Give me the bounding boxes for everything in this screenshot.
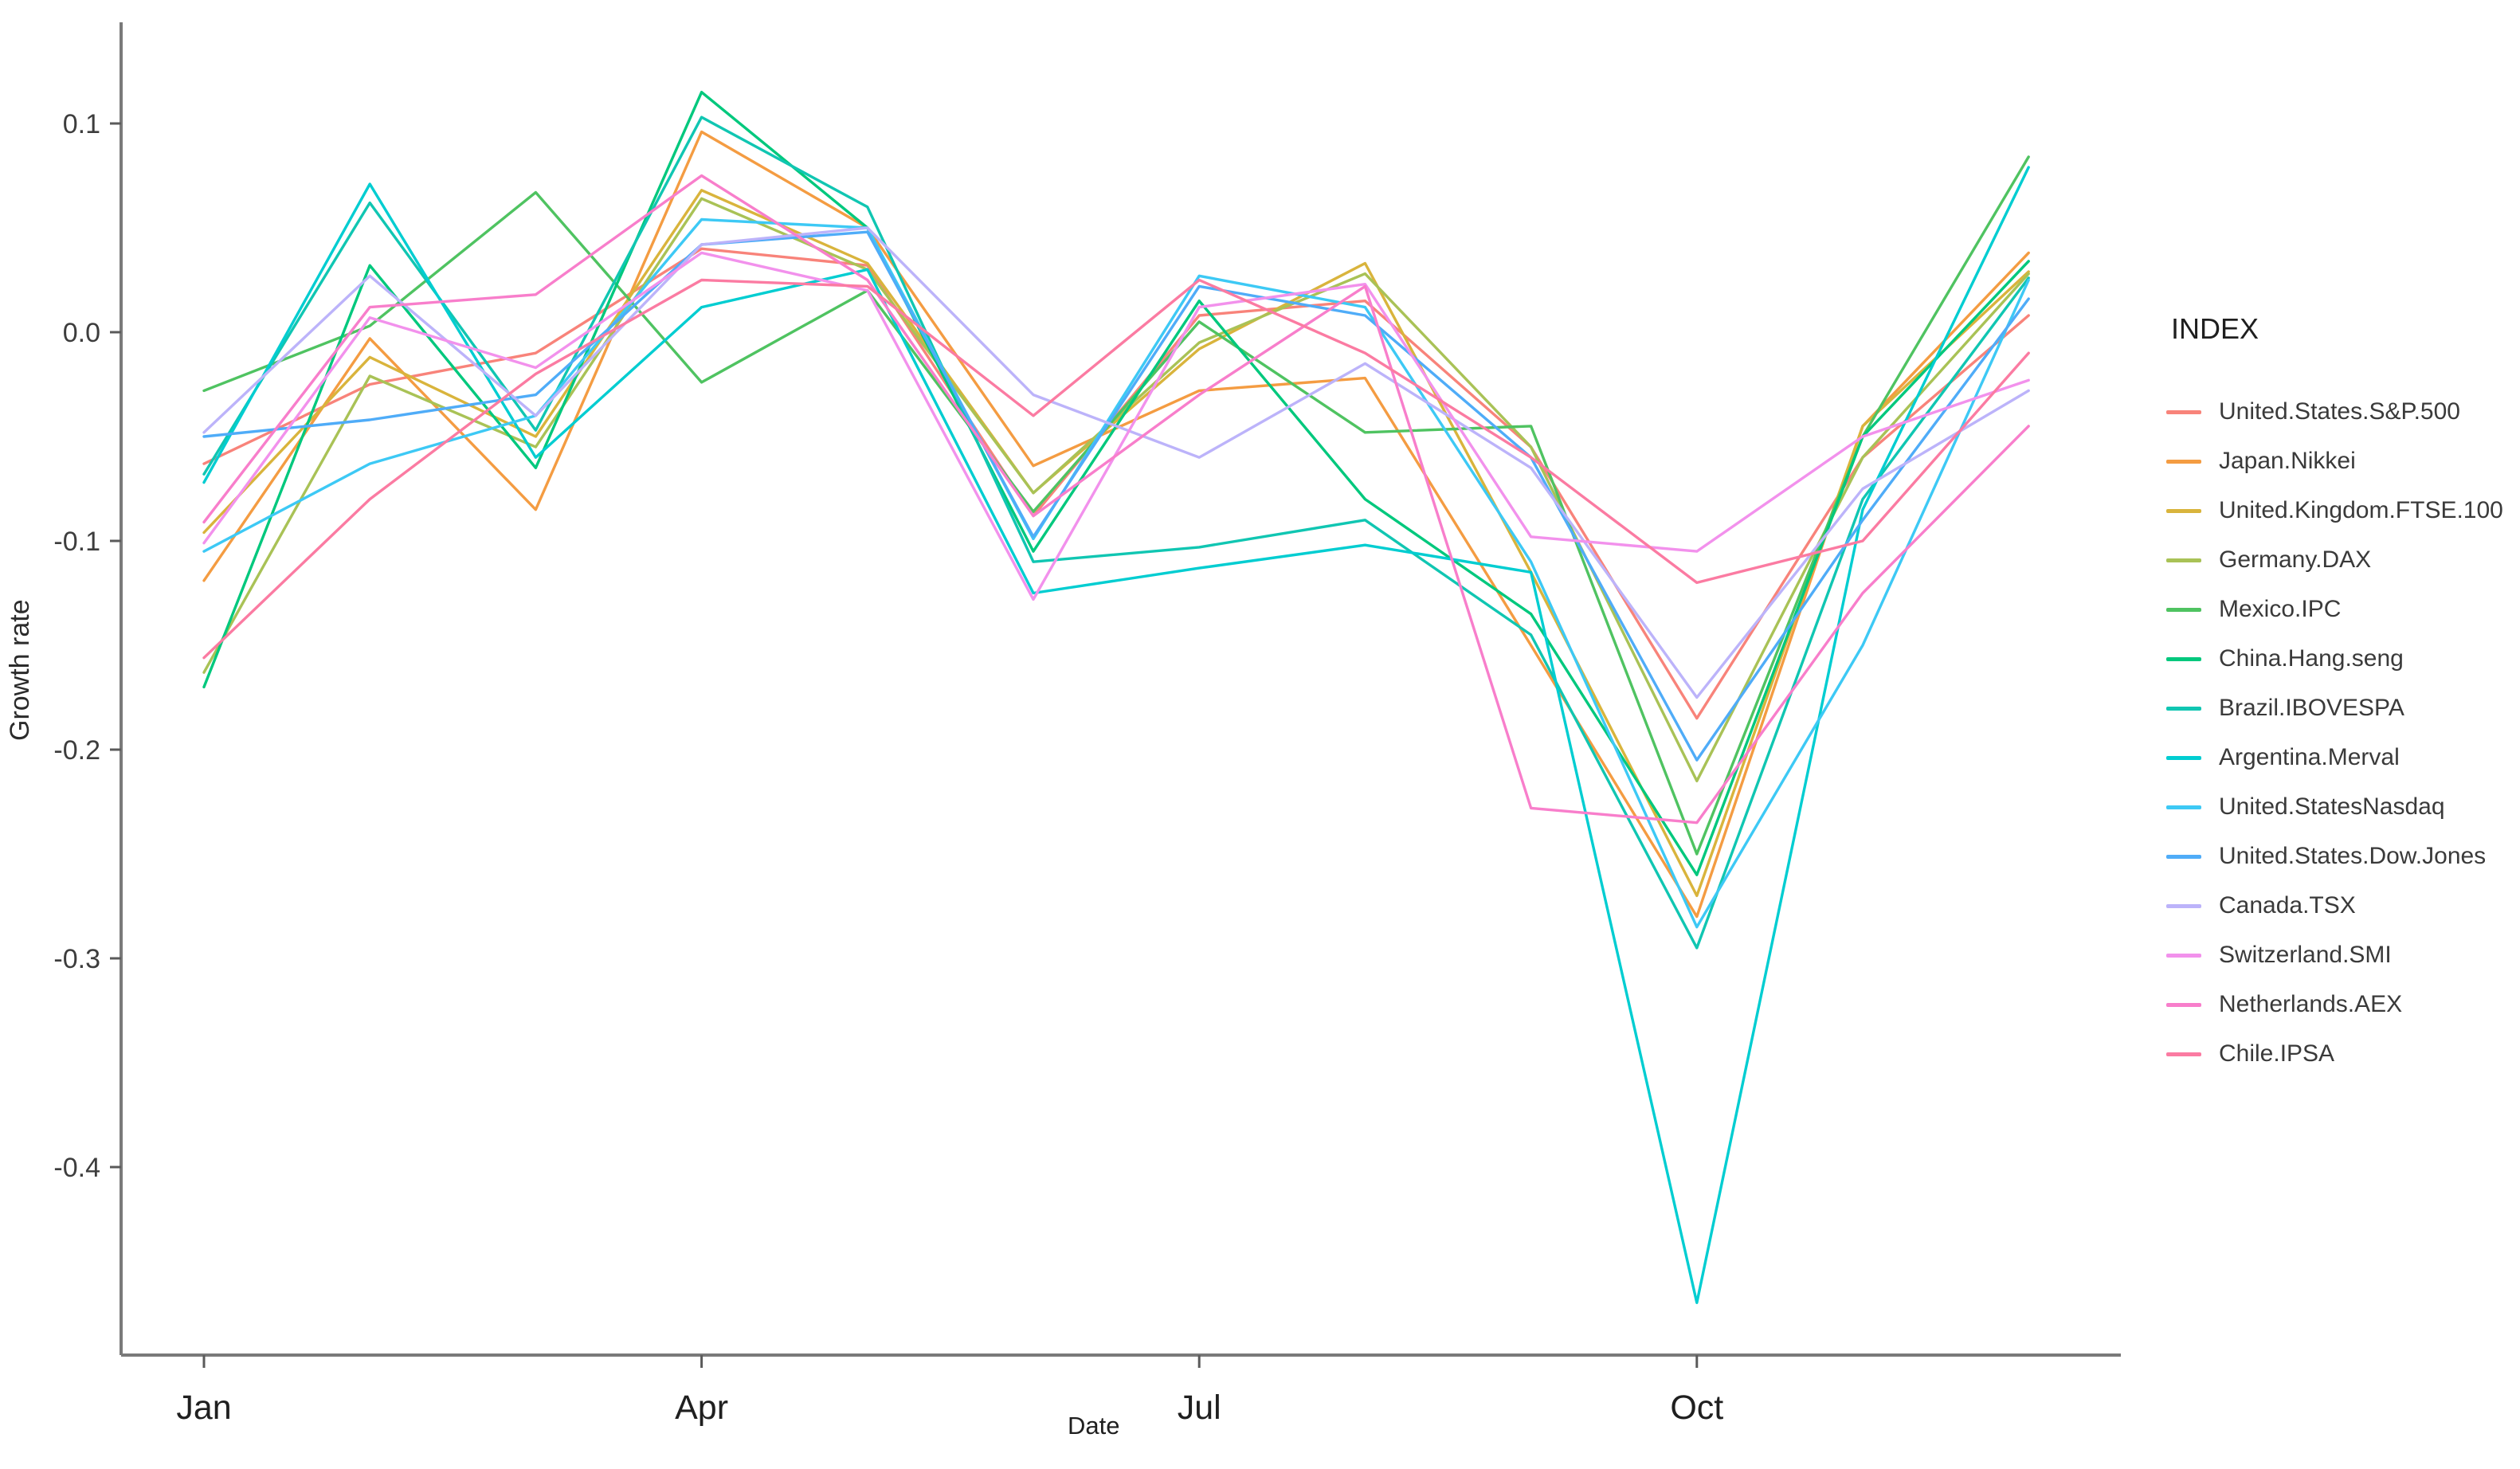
legend-swatch-icon xyxy=(2166,558,2201,562)
legend-swatch-icon xyxy=(2166,755,2201,760)
legend-title: INDEX xyxy=(2171,312,2259,345)
legend-item: United.StatesNasdaq xyxy=(2166,782,2517,832)
series-line xyxy=(202,166,2030,1305)
legend-swatch-icon xyxy=(2166,656,2201,661)
legend-item: Argentina.Merval xyxy=(2166,733,2517,782)
legend-item: Brazil.IBOVESPA xyxy=(2166,684,2517,733)
legend-item: United.Kingdom.FTSE.100 xyxy=(2166,486,2517,535)
legend-items: United.States.S&P.500 Japan.Nikkei United.… xyxy=(2166,387,2517,1079)
legend-item: Mexico.IPC xyxy=(2166,585,2517,634)
series-line xyxy=(202,197,2030,782)
y-tick-label: 0.1 xyxy=(63,109,100,139)
legend-item: United.States.Dow.Jones xyxy=(2166,832,2517,881)
series-line xyxy=(202,90,2030,876)
series-line xyxy=(202,278,2030,660)
y-tick-label: -0.4 xyxy=(53,1153,100,1183)
series-line xyxy=(202,226,2030,699)
y-tick-label: -0.3 xyxy=(53,944,100,974)
series-line xyxy=(202,247,2030,720)
legend-swatch-icon xyxy=(2166,1052,2201,1056)
y-tick-label: 0.0 xyxy=(63,318,100,348)
legend-swatch-icon xyxy=(2166,508,2201,513)
series-lines xyxy=(202,90,2030,1305)
series-line xyxy=(202,251,2030,601)
axes xyxy=(110,22,2121,1368)
legend-item: United.States.S&P.500 xyxy=(2166,387,2517,437)
series-line xyxy=(202,130,2030,919)
tick-labels: 0.1 0.0 -0.1 -0.2 -0.3 -0.4 Jan Apr Jul Oct xyxy=(53,109,1723,1427)
series-line xyxy=(202,116,2030,950)
legend-swatch-icon xyxy=(2166,607,2201,612)
legend-item: Japan.Nikkei xyxy=(2166,437,2517,486)
legend-item: Chile.IPSA xyxy=(2166,1029,2517,1079)
x-tick-label: Jul xyxy=(1178,1389,1221,1427)
legend: INDEX United.States.S&P.500 Japan.Nikkei U… xyxy=(2166,312,2517,1079)
legend-item: Switzerland.SMI xyxy=(2166,930,2517,980)
legend-swatch-icon xyxy=(2166,903,2201,908)
legend-label: Netherlands.AEX xyxy=(2219,991,2403,1017)
series-line xyxy=(202,155,2030,856)
series-line xyxy=(202,217,2030,929)
legend-item: Netherlands.AEX xyxy=(2166,980,2517,1029)
x-tick-label: Apr xyxy=(675,1389,728,1427)
legend-swatch-icon xyxy=(2166,854,2201,859)
y-tick-label: -0.2 xyxy=(53,735,100,766)
legend-label: Argentina.Merval xyxy=(2219,744,2400,770)
legend-item: China.Hang.seng xyxy=(2166,634,2517,684)
legend-label: United.States.S&P.500 xyxy=(2219,398,2460,425)
legend-item: Canada.TSX xyxy=(2166,881,2517,930)
series-line xyxy=(202,230,2030,762)
legend-label: Mexico.IPC xyxy=(2219,596,2342,622)
legend-swatch-icon xyxy=(2166,1002,2201,1007)
legend-label: United.States.Dow.Jones xyxy=(2219,843,2487,869)
legend-label: Japan.Nikkei xyxy=(2219,448,2356,474)
x-tick-label: Oct xyxy=(1670,1389,1723,1427)
legend-label: Switzerland.SMI xyxy=(2219,942,2392,968)
legend-swatch-icon xyxy=(2166,459,2201,464)
x-tick-label: Jan xyxy=(176,1389,231,1427)
legend-label: Germany.DAX xyxy=(2219,546,2372,573)
legend-label: Canada.TSX xyxy=(2219,892,2356,919)
legend-label: Brazil.IBOVESPA xyxy=(2219,695,2404,721)
legend-label: China.Hang.seng xyxy=(2219,645,2404,672)
series-line xyxy=(202,174,2030,825)
legend-label: United.Kingdom.FTSE.100 xyxy=(2219,497,2503,523)
legend-label: Chile.IPSA xyxy=(2219,1040,2335,1067)
legend-item: Germany.DAX xyxy=(2166,535,2517,585)
legend-swatch-icon xyxy=(2166,805,2201,809)
legend-label: United.StatesNasdaq xyxy=(2219,793,2445,820)
legend-swatch-icon xyxy=(2166,409,2201,414)
y-axis-title: Growth rate xyxy=(5,599,35,741)
legend-swatch-icon xyxy=(2166,706,2201,711)
y-tick-label: -0.1 xyxy=(53,527,100,557)
legend-swatch-icon xyxy=(2166,953,2201,958)
x-axis-title: Date xyxy=(1068,1412,1120,1440)
